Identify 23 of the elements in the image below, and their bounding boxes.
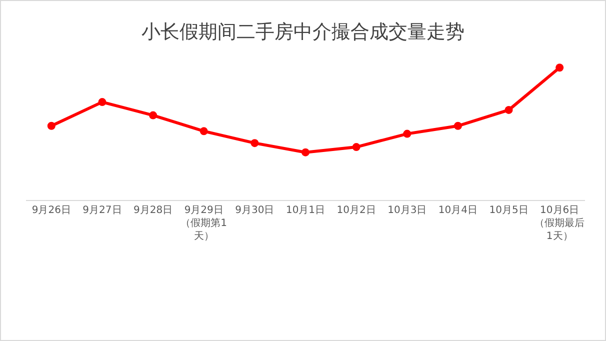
x-tick-label: 10月1日 bbox=[286, 205, 326, 216]
point bbox=[352, 143, 360, 152]
x-tick-label: 9月30日 bbox=[235, 205, 274, 216]
point bbox=[98, 98, 106, 106]
x-tick-label: 9月26日 bbox=[32, 205, 71, 216]
x-tick-label: 9月28日 bbox=[134, 205, 173, 216]
point bbox=[504, 106, 513, 114]
x-tick-label: 10月4日 bbox=[438, 205, 478, 216]
point bbox=[200, 127, 208, 136]
chart-title: 小长假期间二手房中介撮合成交量走势 bbox=[142, 21, 464, 44]
x-tick-label: 9月27日 bbox=[82, 205, 122, 216]
point bbox=[454, 122, 462, 130]
point bbox=[149, 111, 158, 120]
point bbox=[47, 122, 56, 130]
point bbox=[250, 139, 259, 148]
point bbox=[302, 148, 310, 156]
x-tick-label: 10月3日 bbox=[388, 205, 427, 216]
point bbox=[403, 130, 412, 138]
x-tick-label: 9月29日（假期第1天） bbox=[180, 205, 228, 242]
x-tick-label: 10月6日（假期最后1天） bbox=[534, 205, 585, 242]
x-tick-label: 10月5日 bbox=[489, 205, 528, 216]
point bbox=[556, 64, 564, 72]
x-tick-label: 10月2日 bbox=[336, 205, 376, 216]
